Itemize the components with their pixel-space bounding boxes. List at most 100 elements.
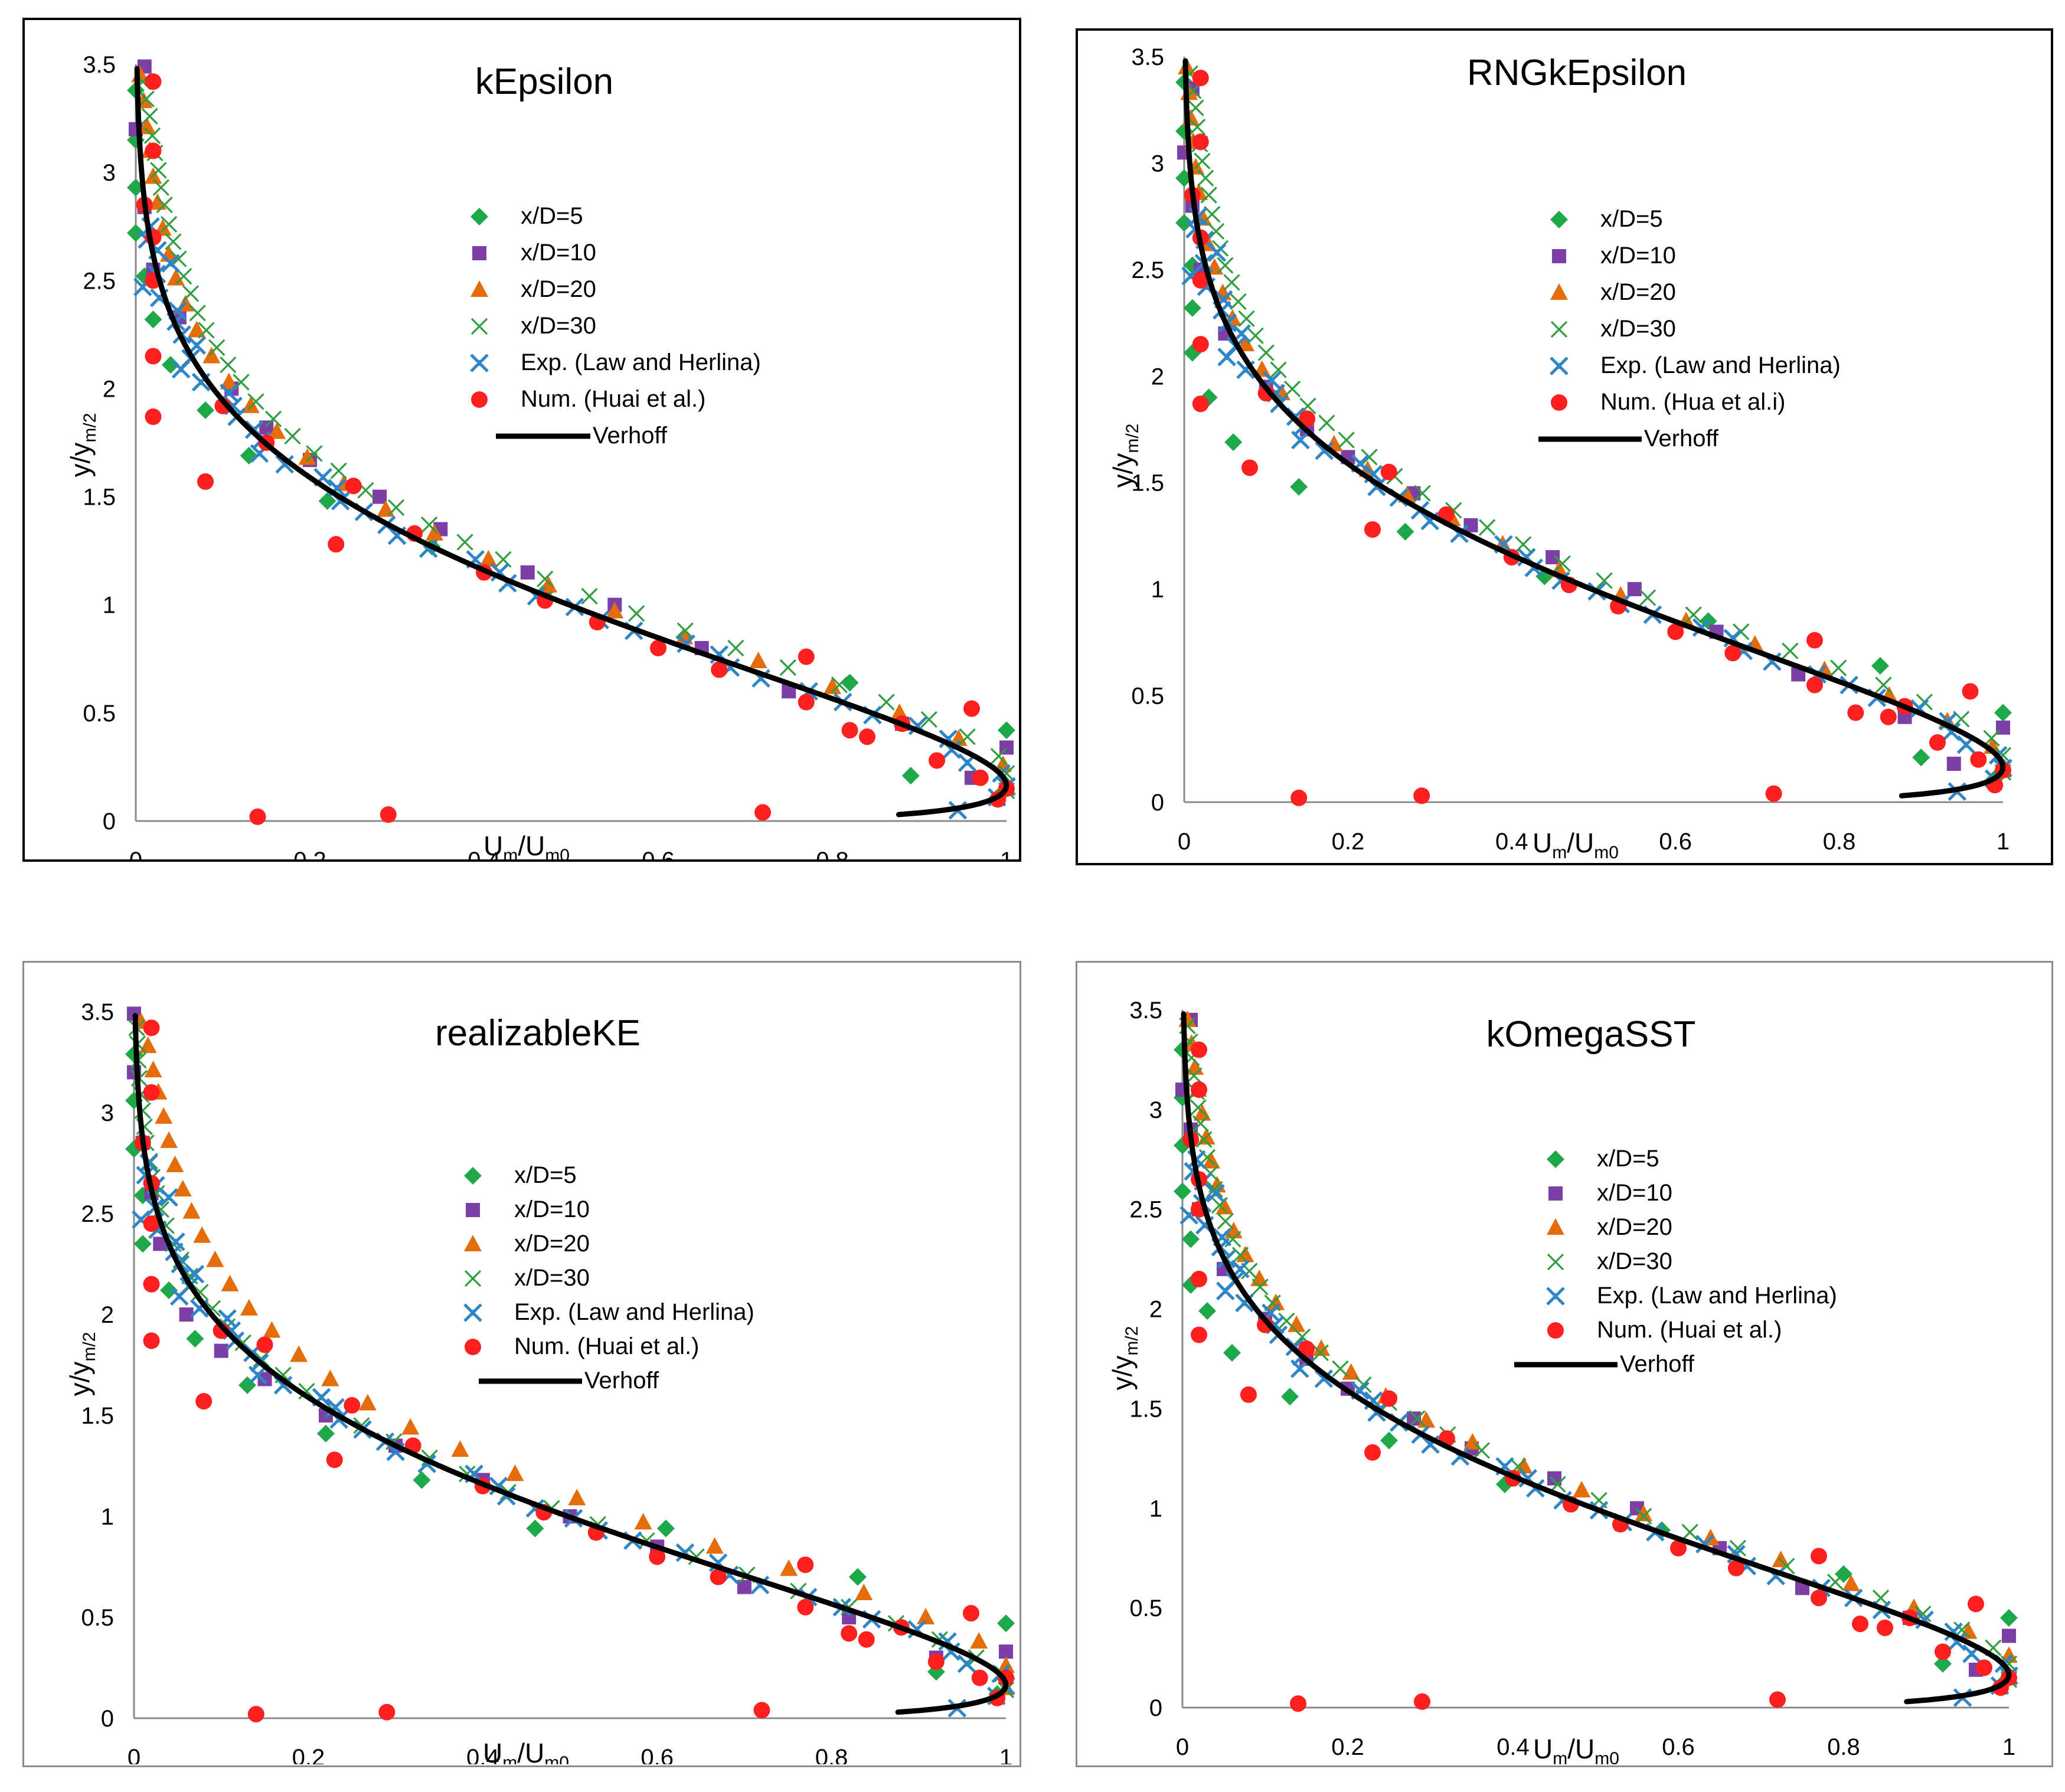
data-point-x-d-30: [1639, 589, 1656, 606]
data-point-x-d-30: [1194, 152, 1211, 169]
data-point-num-huai-et-al: [1811, 1548, 1827, 1565]
y-tick-label: 2: [1151, 364, 1164, 390]
legend-entry: x/D=30: [1597, 1248, 1672, 1274]
verhoff-curve: [1182, 58, 2006, 799]
axes: 0 0.2 0.4 0.6 0.8 1 0 0.5 1 1.5 2 2.5 3 3.5 Um/Um0 y/ym…: [1107, 44, 2010, 862]
data-point-x-d-30: [1230, 293, 1247, 310]
data-point-x-d-20: [290, 1345, 308, 1362]
data-point-num-huai-et-al: [649, 1548, 666, 1565]
chart-panel-realizableke: 0 0.2 0.4 0.6 0.8 1 0 0.5 1 1.5 2 2.5 3 3.5 Um/Um0 y/ym…: [22, 961, 1021, 1767]
y-tick-label: 3: [103, 160, 116, 186]
data-point-x-d-30: [1252, 1278, 1269, 1296]
x-tick-label: 0.8: [1827, 1734, 1860, 1760]
y-tick-label: 0: [1149, 1695, 1162, 1721]
legend-marker-x-d-20: [470, 280, 488, 297]
data-point-num-huai-et-al: [1968, 1595, 1984, 1613]
series-exp-law-and-herlina: [133, 217, 1016, 820]
data-point-num-huai-et-al: [249, 808, 266, 825]
data-point-num-hua-et-al-i: [1806, 632, 1823, 649]
series-num-huai-et-al: [136, 73, 1015, 825]
data-point-x-d-20: [425, 524, 443, 541]
data-point-num-huai-et-al: [1811, 1590, 1827, 1607]
data-point-x-d-5: [1223, 1343, 1241, 1362]
data-point-x-d-30: [1554, 555, 1571, 572]
verhoff-curve: [132, 1013, 1009, 1715]
data-point-x-d-30: [182, 285, 200, 302]
data-point-num-huai-et-al: [197, 473, 214, 490]
data-point-num-huai-et-al: [143, 1332, 160, 1349]
data-point-x-d-30: [1596, 572, 1613, 589]
y-tick-label: 0.5: [83, 701, 116, 727]
data-point-num-hua-et-al-i: [1765, 785, 1782, 802]
data-point-x-d-5: [998, 721, 1015, 740]
data-point-x-d-30: [1479, 519, 1496, 536]
data-point-x-d-10: [520, 565, 535, 580]
chart-title: RNGkEpsilon: [1467, 53, 1687, 93]
legend-entry: x/D=30: [514, 1265, 590, 1291]
data-point-x-d-30: [1332, 1360, 1349, 1378]
data-point-x-d-30: [831, 676, 848, 694]
legend-marker-num-huai-et-al: [465, 1339, 481, 1355]
data-point-x-d-5: [1871, 657, 1889, 675]
x-tick-label: 0.4: [468, 848, 501, 859]
data-point-x-d-30: [264, 410, 282, 427]
data-point-num-huai-et-al: [841, 722, 858, 739]
data-point-num-hua-et-al-i: [1970, 751, 1987, 768]
data-point-x-d-30: [1782, 642, 1799, 659]
legend-entry: x/D=20: [521, 276, 596, 302]
data-point-x-d-20: [568, 1489, 586, 1506]
data-point-x-d-30: [1187, 99, 1204, 116]
legend-entry: x/D=10: [521, 240, 596, 266]
data-point-num-huai-et-al: [650, 639, 666, 656]
data-point-num-hua-et-al-i: [1192, 395, 1209, 413]
x-tick-label: 0.2: [293, 848, 326, 859]
data-point-num-huai-et-al: [145, 348, 162, 365]
data-point-num-huai-et-al: [1769, 1691, 1786, 1708]
data-point-x-d-10: [1407, 1411, 1421, 1426]
data-point-exp-law-and-herlina: [1207, 243, 1227, 262]
data-point-num-huai-et-al: [929, 752, 945, 769]
data-point-x-d-30: [143, 127, 161, 145]
data-point-x-d-5: [1396, 522, 1414, 541]
data-point-x-d-20: [1842, 1574, 1860, 1591]
data-point-num-huai-et-al: [1191, 1081, 1207, 1098]
data-point-x-d-20: [401, 1418, 420, 1435]
data-point-num-huai-et-al: [1877, 1619, 1893, 1636]
legend-marker-x-d-10: [1548, 1186, 1563, 1201]
data-point-num-huai-et-al: [195, 1393, 213, 1410]
legend-marker-exp-law-and-herlina: [463, 1303, 482, 1322]
data-point-x-d-20: [855, 1583, 873, 1600]
y-tick-label: 2.5: [81, 1201, 114, 1227]
data-point-num-huai-et-al: [798, 694, 815, 711]
legend-entry: Verhoff: [1620, 1351, 1695, 1377]
data-point-x-d-30: [330, 462, 347, 479]
data-point-x-d-30: [1217, 257, 1234, 274]
data-point-num-huai-et-al: [1976, 1659, 1992, 1676]
data-point-num-hua-et-al-i: [1192, 336, 1209, 353]
data-point-x-d-20: [749, 651, 767, 668]
x-tick-label: 0.6: [1662, 1734, 1695, 1760]
y-tick-label: 3.5: [81, 999, 114, 1025]
legend-marker-x-d-10: [466, 1203, 480, 1217]
chart-panel-komegasst: 0 0.2 0.4 0.6 0.8 1 0 0.5 1 1.5 2 2.5 3 3.5 Um/Um0 y/ym…: [1076, 961, 2053, 1767]
axes: 0 0.2 0.4 0.6 0.8 1 0 0.5 1 1.5 2 2.5 3 3.5 Um/Um0 y/ym…: [65, 52, 1013, 859]
data-point-x-d-20: [221, 1274, 239, 1291]
data-point-x-d-30: [1270, 361, 1287, 378]
x-tick-label: 0.2: [1332, 829, 1365, 855]
data-point-x-d-5: [1182, 1230, 1200, 1248]
data-point-x-d-30: [1195, 1131, 1213, 1148]
data-point-x-d-20: [263, 1321, 281, 1338]
legend-marker-x-d-5: [1547, 1150, 1564, 1168]
y-tick-label: 1: [103, 593, 116, 619]
legend-entry: x/D=5: [521, 203, 583, 229]
data-point-x-d-30: [1211, 1196, 1228, 1214]
data-point-num-huai-et-al: [797, 1598, 814, 1616]
data-point-x-d-30: [537, 570, 554, 587]
data-point-x-d-5: [997, 1614, 1015, 1633]
data-point-x-d-30: [1729, 1539, 1746, 1556]
data-point-num-huai-et-al: [143, 1215, 160, 1232]
chart-svg-komegasst: 0 0.2 0.4 0.6 0.8 1 0 0.5 1 1.5 2 2.5 3 3.5 Um/Um0 y/ym…: [1107, 998, 2018, 1764]
data-point-x-d-20: [1573, 1480, 1591, 1497]
data-point-x-d-20: [166, 269, 185, 286]
data-point-x-d-30: [247, 393, 264, 410]
